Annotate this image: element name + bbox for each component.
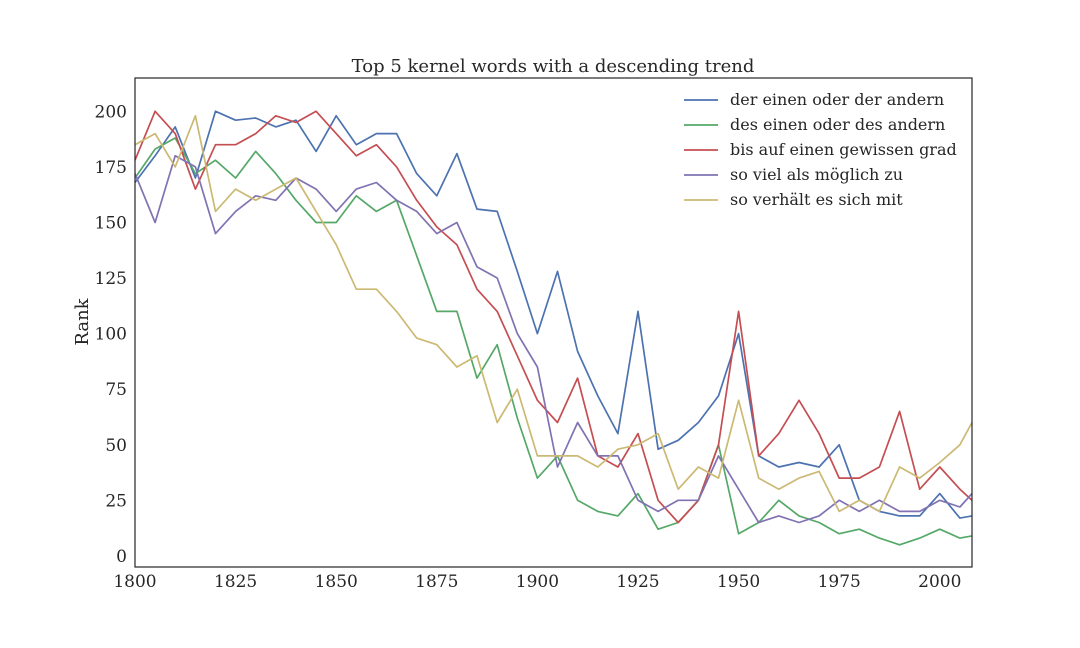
x-tick-label: 1825 (214, 572, 257, 592)
y-tick-label: 0 (116, 547, 127, 567)
x-tick-label: 1975 (818, 572, 861, 592)
y-tick-label: 175 (95, 158, 127, 178)
y-tick-label: 150 (95, 213, 127, 233)
legend-label: der einen oder der andern (730, 90, 944, 109)
legend-label: so viel als möglich zu (730, 165, 903, 184)
x-tick-label: 1875 (415, 572, 458, 592)
x-tick-label: 1950 (717, 572, 760, 592)
chart-title: Top 5 kernel words with a descending tre… (352, 56, 755, 77)
x-tick-label: 1850 (315, 572, 358, 592)
series-line-3 (134, 110, 973, 524)
x-tick-label: 1900 (516, 572, 559, 592)
legend-label: des einen oder des andern (730, 115, 945, 134)
series-line-5 (134, 114, 973, 513)
y-tick-label: 200 (95, 102, 127, 122)
legend-label: so verhält es sich mit (730, 190, 903, 209)
series-lines (134, 110, 973, 546)
y-tick-label: 25 (105, 491, 127, 511)
legend-label: bis auf einen gewissen grad (730, 140, 957, 159)
legend: der einen oder der andern des einen oder … (684, 90, 957, 209)
y-tick-label: 125 (95, 269, 127, 289)
y-tick-label: 50 (105, 436, 127, 456)
x-tick-label: 1800 (113, 572, 156, 592)
x-axis-ticks: 1800 1825 1850 1875 1900 1925 1950 1975 2000 (113, 572, 961, 592)
plot-frame (134, 77, 973, 568)
series-line-1 (134, 110, 973, 519)
y-tick-label: 100 (95, 325, 127, 345)
y-tick-label: 75 (105, 380, 127, 400)
y-axis-label: Rank (72, 297, 93, 345)
x-tick-label: 2000 (918, 572, 961, 592)
series-line-4 (134, 154, 973, 524)
y-axis-ticks: 0 25 50 75 100 125 150 175 200 (95, 102, 127, 567)
x-tick-label: 1925 (616, 572, 659, 592)
